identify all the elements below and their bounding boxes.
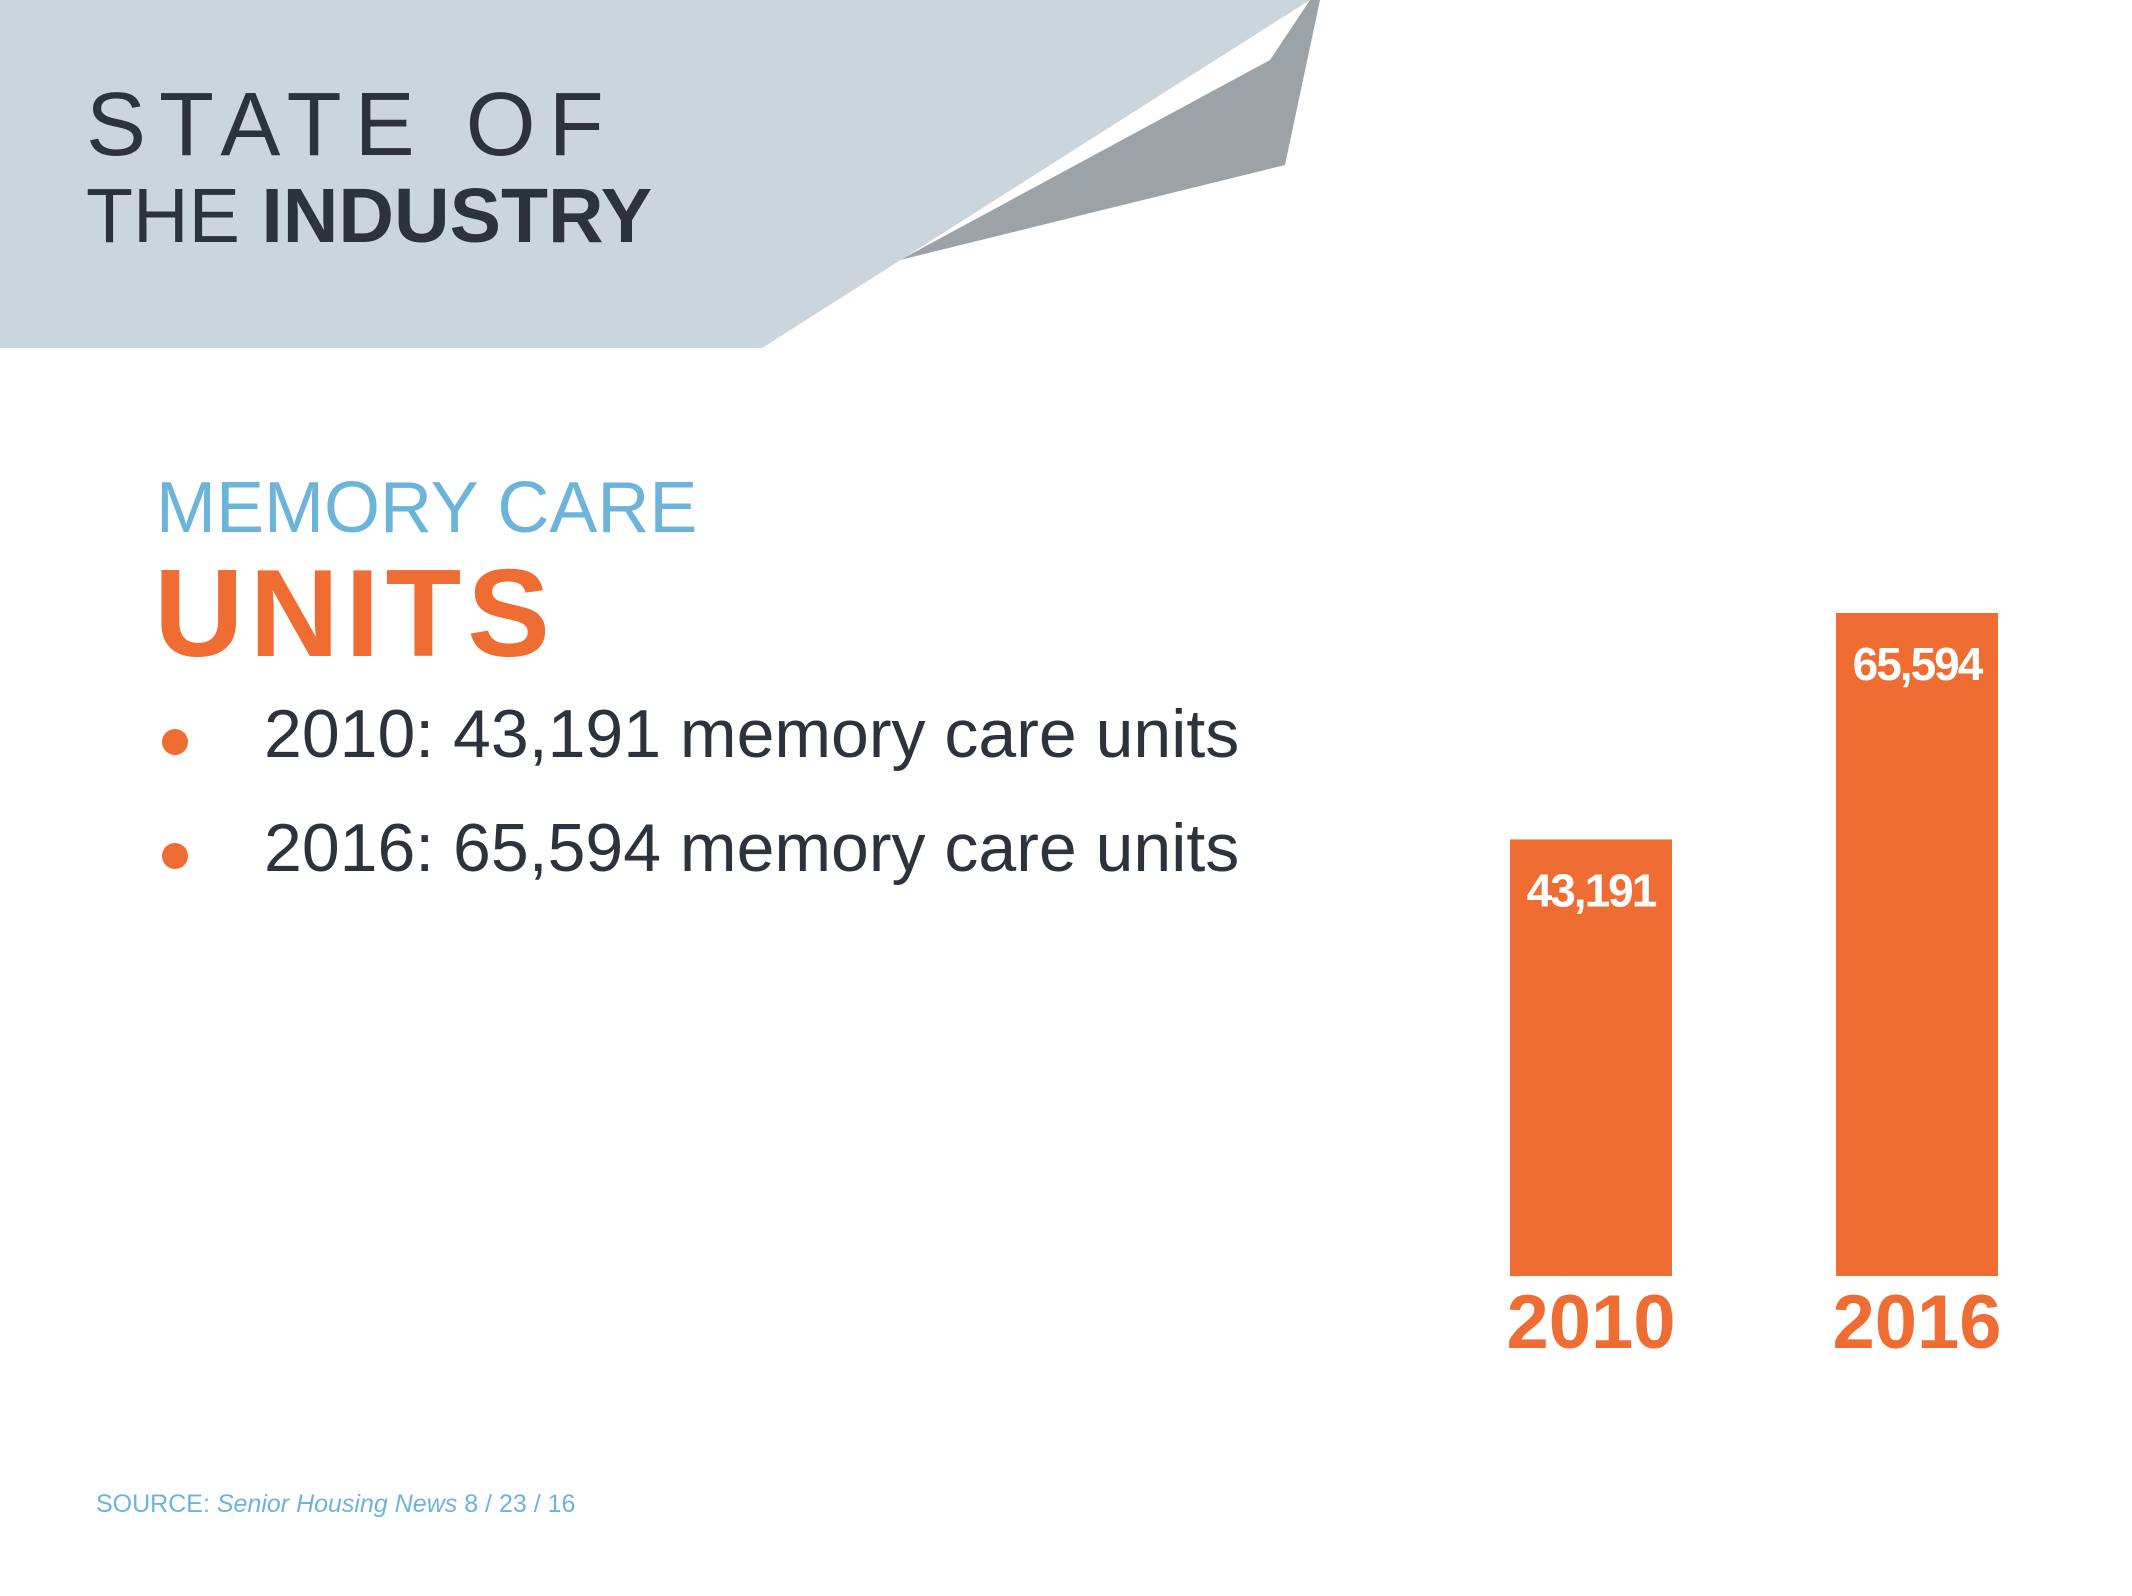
banner-light-panel [0, 0, 1310, 348]
source-publication: Senior Housing News [216, 1490, 458, 1518]
bullet-dot-icon [162, 729, 188, 755]
bullet-dot-icon [162, 843, 188, 869]
bullet-text: 2016: 65,594 memory care units [264, 810, 1240, 886]
category-label: 2010 [1506, 1280, 1675, 1365]
source-prefix: SOURCE: [96, 1490, 217, 1518]
bullet-text: 2010: 43,191 memory care units [264, 696, 1240, 772]
source-citation: SOURCE: Senior Housing News 8 / 23 / 16 [96, 1490, 575, 1519]
section-headline: UNITS [154, 545, 556, 683]
section-subtitle: MEMORY CARE [156, 468, 698, 548]
source-date: 8 / 23 / 16 [457, 1490, 576, 1518]
header-title-the: THE [86, 173, 240, 259]
header-title-line2: THE INDUSTRY [86, 178, 652, 255]
header-title-industry: INDUSTRY [261, 173, 653, 259]
bar-value-label: 43,191 [1527, 864, 1657, 916]
category-label: 2016 [1832, 1280, 2001, 1365]
banner-gray-accent [900, 0, 1320, 260]
bar-value-label: 65,594 [1853, 638, 1984, 690]
header-title-line1: STATE OF [86, 75, 617, 175]
bar-2010 [1510, 839, 1672, 1276]
bar-2016 [1836, 613, 1998, 1276]
header-banner [0, 0, 1320, 348]
